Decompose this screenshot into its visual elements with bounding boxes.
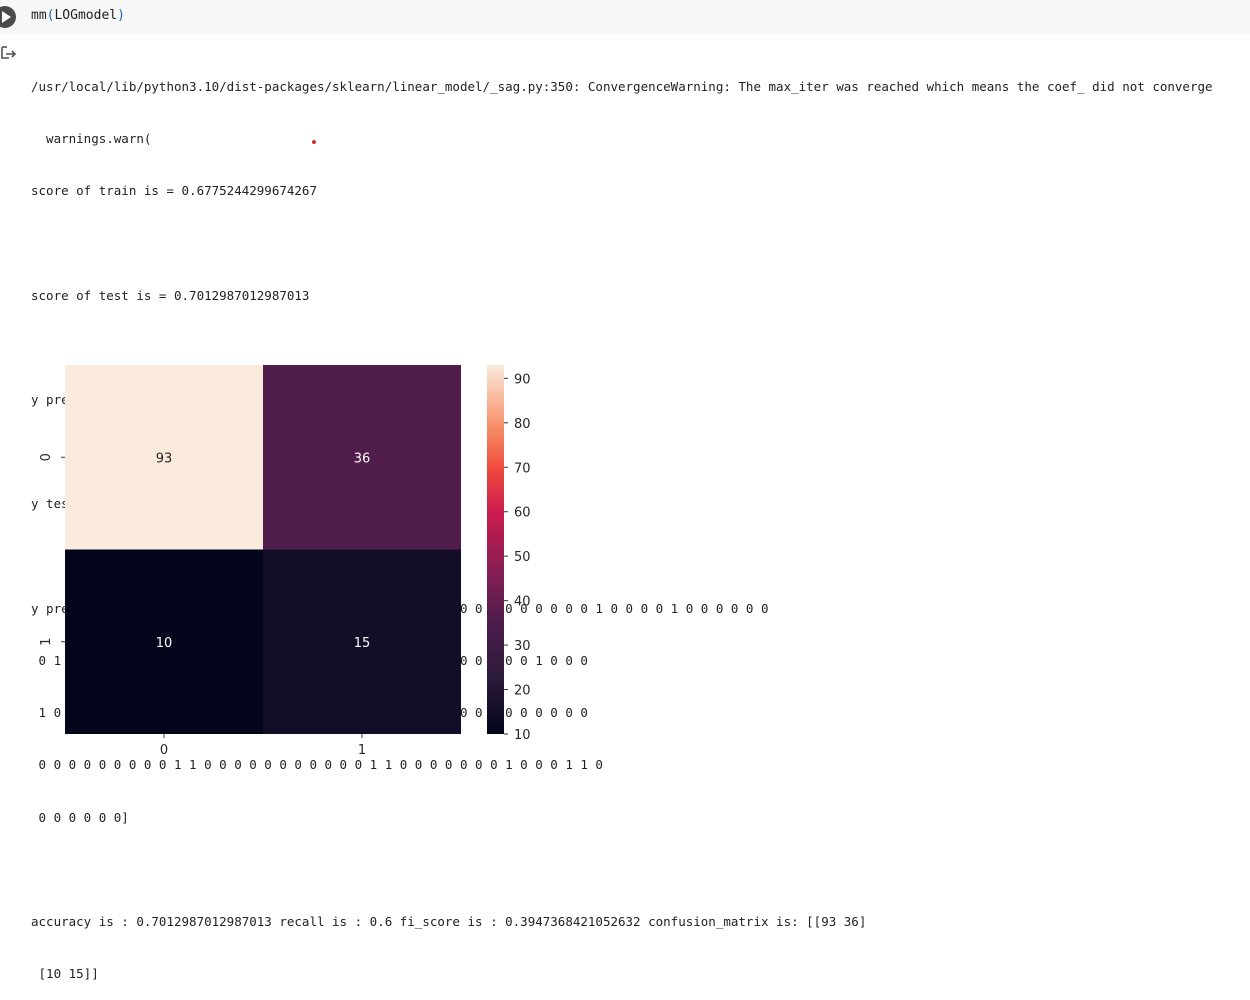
code-close-paren: ) xyxy=(117,8,125,23)
code-open-paren: ( xyxy=(46,8,55,23)
colorbar xyxy=(487,365,504,734)
matrix-tail-line: [10 15]] xyxy=(31,966,99,982)
train-score-line: score of train is = 0.6775244299674267 xyxy=(31,183,317,199)
red-dot-marker xyxy=(312,140,316,144)
heatmap-cell xyxy=(263,549,461,734)
colorbar-tick-label: 90 xyxy=(514,372,531,387)
prabo-line-4: 0 0 0 0 0 0 0 0 0 1 1 0 0 0 0 0 0 0 0 0 … xyxy=(31,757,603,773)
x-tick-label: 0 xyxy=(160,743,168,758)
x-tick-label: 1 xyxy=(358,743,366,758)
cell-annotation: 15 xyxy=(354,636,371,651)
colorbar-tick-label: 50 xyxy=(514,550,531,565)
blank-line xyxy=(31,234,1246,251)
colorbar-tick-label: 30 xyxy=(514,639,531,654)
warning-line: /usr/local/lib/python3.10/dist-packages/… xyxy=(31,78,1213,94)
heatmap-cell xyxy=(65,549,263,734)
colorbar-tick-label: 10 xyxy=(514,728,531,743)
heatmap-cell xyxy=(65,365,263,550)
heatmap-cell xyxy=(263,365,461,550)
blank-line xyxy=(31,339,1246,356)
colorbar-ticks: 10 20 30 40 50 60 70 80 90 xyxy=(504,372,531,743)
warn-call-line: warnings.warn( xyxy=(31,131,152,147)
colorbar-tick-label: 80 xyxy=(514,417,531,432)
code-line[interactable]: mm(LOGmodel) xyxy=(31,8,125,24)
cell-annotation: 36 xyxy=(354,451,371,466)
y-tick-label: 1 xyxy=(39,638,54,646)
colorbar-tick-label: 40 xyxy=(514,595,531,610)
test-score-line: score of test is = 0.7012987012987013 xyxy=(31,287,310,303)
colorbar-tick-label: 20 xyxy=(514,684,531,699)
prabo-line-5: 0 0 0 0 0 0] xyxy=(31,809,129,825)
metrics-line: accuracy is : 0.7012987012987013 recall … xyxy=(31,914,867,930)
colorbar-tick-label: 70 xyxy=(514,461,531,476)
run-cell-button[interactable] xyxy=(0,6,16,28)
output-arrow-icon[interactable] xyxy=(0,45,18,61)
code-cell[interactable]: mm(LOGmodel) xyxy=(0,0,1250,34)
code-argument: LOGmodel xyxy=(54,8,118,23)
cell-annotation: 10 xyxy=(156,636,173,651)
y-tick-label: 0 xyxy=(39,453,54,461)
blank-line xyxy=(31,861,1246,878)
code-function: mm xyxy=(31,8,47,23)
colorbar-tick-label: 60 xyxy=(514,506,531,521)
play-icon xyxy=(2,11,11,23)
cell-annotation: 93 xyxy=(156,451,173,466)
heatmap-cells xyxy=(65,365,461,734)
